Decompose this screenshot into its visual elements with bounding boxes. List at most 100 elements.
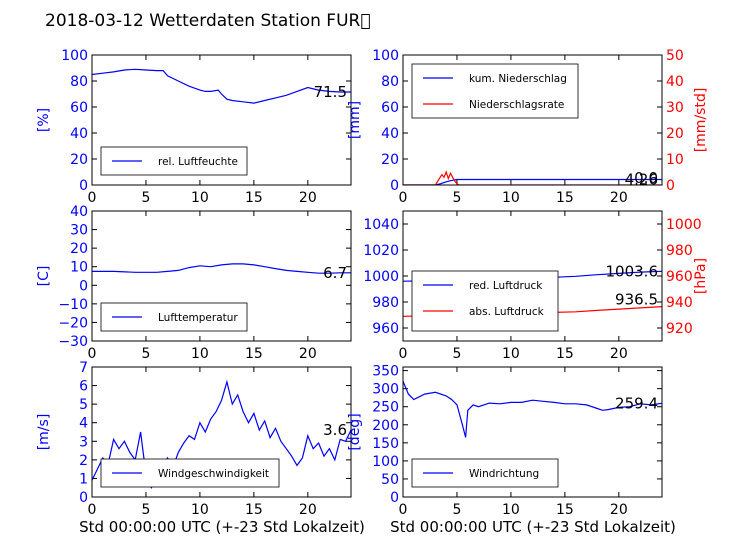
series-line: [403, 178, 662, 185]
series-line: [92, 68, 351, 104]
y2-tick-label: 920: [666, 321, 693, 337]
x-tick-label: 5: [452, 190, 461, 206]
x-tick-label: 15: [556, 346, 574, 362]
x-tick-label: 5: [141, 502, 150, 518]
y-tick-label: −20: [58, 315, 88, 331]
legend-box: [411, 270, 559, 332]
x-tick-label: 20: [299, 502, 317, 518]
y-axis-label: [deg]: [347, 413, 363, 450]
y2-tick-label: 960: [666, 269, 693, 285]
x-tick-label: 10: [502, 502, 520, 518]
chart-panel-1: 0 5 10 15 20 0 20 40 60 80 100 [%] 71.5 rel. Luftfeuc…: [36, 48, 352, 206]
legend-label: kum. Niederschlag: [469, 73, 567, 85]
plot-frame: [91, 210, 352, 342]
y2-tick-label: 30: [666, 100, 684, 116]
chart-panel-6: 0 5 10 15 20050100150200250300350[deg]259.4W…: [347, 364, 663, 518]
plot-frame: [402, 210, 663, 342]
x-tick-label: 10: [191, 502, 209, 518]
y2-tick-label: 50: [666, 48, 684, 64]
y-tick-label: 40: [70, 204, 88, 220]
plot-frame: [402, 366, 663, 498]
x-tick-label: 20: [610, 346, 628, 362]
y-tick-label: 200: [372, 418, 399, 434]
x-tick-label: 5: [452, 346, 461, 362]
y-tick-label: 100: [372, 48, 399, 64]
y-tick-label: 100: [61, 48, 88, 64]
x-tick-label: 0: [399, 190, 408, 206]
chart-panel-2: 0 5 10 15 20 0 20 40 60 80 100 0 10 20 30 40 50 [mm/std] […: [347, 48, 709, 206]
plot-frame: [402, 54, 663, 186]
y-tick-label: 1000: [363, 269, 399, 285]
last-value-label: 6.7: [323, 264, 347, 282]
x-tick-label: 0: [399, 502, 408, 518]
y-tick-label: 30: [70, 223, 88, 239]
x-tick-label: 10: [502, 346, 520, 362]
x-tick-label: 20: [610, 190, 628, 206]
x-tick-label: 15: [556, 190, 574, 206]
x-tick-label: 5: [141, 346, 150, 362]
y-tick-label: 2: [79, 453, 88, 469]
y-axis-label: [C]: [36, 266, 52, 287]
x-tick-label: 0: [88, 346, 97, 362]
y-axis-label: [%]: [36, 108, 52, 132]
y-tick-label: 0: [79, 490, 88, 506]
legend-label: Windgeschwindigkeit: [158, 468, 269, 480]
y-tick-label: 0: [79, 278, 88, 294]
y-axis-label: [mm]: [347, 101, 363, 139]
y-tick-label: 1040: [363, 217, 399, 233]
y-tick-label: 20: [381, 152, 399, 168]
legend-label: red. Luftdruck: [469, 280, 543, 292]
y-tick-label: −30: [58, 334, 88, 350]
x-tick-label: 5: [452, 502, 461, 518]
x-tick-label: 20: [299, 190, 317, 206]
series-line: [403, 381, 662, 438]
y-tick-label: 960: [372, 321, 399, 337]
x-tick-label: 5: [141, 190, 150, 206]
y-tick-label: 10: [70, 260, 88, 276]
y-tick-label: 250: [372, 400, 399, 416]
last-value-label: 3.6: [323, 421, 347, 439]
plot-frame: [91, 54, 352, 186]
x-tick-label: 10: [191, 346, 209, 362]
x-tick-label: 0: [88, 190, 97, 206]
x-tick-label: 15: [245, 190, 263, 206]
y-tick-label: 20: [70, 241, 88, 257]
last-value-label: 259.4: [615, 394, 658, 412]
y2-tick-label: 980: [666, 243, 693, 259]
y2-axis-label: [hPa]: [693, 258, 709, 294]
series-line: [92, 263, 351, 274]
y-tick-label: 100: [372, 454, 399, 470]
y-tick-label: 3: [79, 434, 88, 450]
y-tick-label: 0: [390, 490, 399, 506]
x-tick-label: 15: [245, 346, 263, 362]
legend-label: abs. Luftdruck: [469, 306, 545, 318]
x-tick-label: 0: [399, 346, 408, 362]
x-tick-label: 20: [610, 502, 628, 518]
y-tick-label: 0: [79, 178, 88, 194]
y2-tick-label: 0: [666, 178, 675, 194]
y2-tick-label: 1000: [666, 217, 702, 233]
last-value-label: 4.26: [625, 170, 658, 188]
x-tick-label: 10: [502, 190, 520, 206]
x-tick-label: 10: [191, 190, 209, 206]
y-tick-label: 0: [390, 178, 399, 194]
y2-tick-label: 940: [666, 295, 693, 311]
x-tick-label: 15: [245, 502, 263, 518]
y-tick-label: 80: [381, 74, 399, 90]
y-tick-label: −10: [58, 297, 88, 313]
x-axis-label-right: Std 00:00:00 UTC (+-23 Std Lokalzeit): [390, 518, 676, 536]
x-tick-label: 0: [88, 502, 97, 518]
legend-label: Lufttemperatur: [158, 312, 238, 324]
y-tick-label: 1020: [363, 243, 399, 259]
y-tick-label: 980: [372, 295, 399, 311]
chart-panel-3: 0 5 10 15 20 −30 −20 −10 0 10 20 30 40 [C] 6.7 Lufttemp…: [36, 204, 352, 362]
x-tick-label: 15: [556, 502, 574, 518]
y-tick-label: 150: [372, 436, 399, 452]
y-tick-label: 40: [381, 126, 399, 142]
y-tick-label: 7: [79, 360, 88, 376]
chart-panel-4: 0 5 10 15 20 960 980 1000 1020 1040 920 940 960 980 10…: [363, 210, 709, 362]
legend-label: Windrichtung: [469, 468, 539, 480]
y-tick-label: 4: [79, 416, 88, 432]
